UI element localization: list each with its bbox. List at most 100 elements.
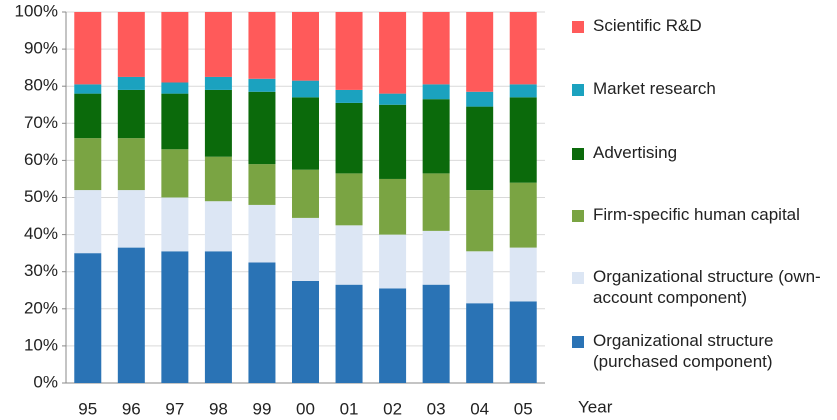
legend-label: Organizational structure (own-account co… (593, 267, 821, 307)
bar-segment (117, 12, 145, 77)
bar-segment (74, 93, 102, 139)
bar-segment (117, 190, 145, 248)
y-tick-label: 100% (15, 1, 58, 20)
y-tick-label: 60% (24, 150, 58, 169)
legend-label: Scientific R&D (593, 16, 702, 35)
bar-segment (466, 303, 494, 383)
x-tick-label: 05 (514, 399, 533, 418)
bar-segment (422, 99, 450, 174)
y-tick-label: 0% (33, 372, 58, 391)
legend-swatch (572, 272, 584, 284)
legend-swatch (572, 336, 584, 348)
bar-segment (74, 84, 102, 94)
y-tick-label: 30% (24, 261, 58, 280)
bar-segment (379, 178, 407, 235)
x-axis-label: Year (578, 397, 613, 416)
x-tick-label: 98 (209, 399, 228, 418)
bar-segment (509, 97, 537, 183)
x-tick-label: 04 (470, 399, 489, 418)
bar-segment (292, 217, 319, 281)
bar-segment (248, 262, 276, 383)
bar-segment (248, 91, 276, 165)
bar-segment (422, 284, 450, 383)
bar-segment (335, 89, 363, 103)
legend-item: Scientific R&D (572, 15, 837, 36)
bar-segment (161, 93, 189, 150)
legend-label: Organizational structure (purchased comp… (593, 331, 774, 371)
bar-segment (117, 138, 145, 191)
y-tick-label: 90% (24, 39, 58, 58)
bar-segment (74, 138, 102, 191)
x-tick-label: 95 (78, 399, 97, 418)
legend-swatch (572, 84, 584, 96)
legend-label: Advertising (593, 143, 678, 162)
bar-segment (335, 12, 363, 90)
bar-segment (204, 76, 232, 90)
bar-segment (292, 169, 319, 218)
bar-segment (466, 190, 494, 252)
bar-segment (161, 12, 189, 83)
bar-segment (379, 234, 407, 289)
y-tick-label: 20% (24, 298, 58, 317)
legend-swatch (572, 210, 584, 222)
bar-segment (204, 251, 232, 383)
bar-segment (335, 284, 363, 383)
legend-label: Market research (593, 79, 716, 98)
bar-segment (422, 12, 450, 85)
bar-segment (292, 280, 319, 383)
bar-segment (74, 12, 102, 85)
x-tick-label: 99 (252, 399, 271, 418)
bar-segment (379, 288, 407, 383)
bar-segment (335, 102, 363, 174)
legend-swatch (572, 148, 584, 160)
bar-segment (117, 247, 145, 383)
bar-segment (422, 230, 450, 285)
legend-item: Organizational structure (purchased comp… (572, 330, 837, 372)
bar-segment (74, 253, 102, 383)
bar-segment (161, 197, 189, 252)
legend-item: Organizational structure (own-account co… (572, 266, 837, 308)
bar-segment (466, 91, 494, 107)
bar-segment (335, 173, 363, 226)
bar-segment (161, 149, 189, 198)
bar-segment (248, 78, 276, 92)
bar-segment (422, 173, 450, 231)
bar-segment (466, 12, 494, 92)
legend-swatch (572, 21, 584, 33)
legend-item: Advertising (572, 142, 837, 163)
bar-segment (509, 12, 537, 85)
bar-segment (204, 12, 232, 77)
bar-segment (335, 225, 363, 285)
legend-label: Firm-specific human capital (593, 205, 800, 224)
bar-segment (248, 164, 276, 205)
bar-segment (161, 82, 189, 94)
x-tick-label: 96 (122, 399, 141, 418)
bar-segment (422, 84, 450, 100)
bar-segment (292, 97, 319, 170)
bar-segment (292, 80, 319, 98)
legend-item: Market research (572, 78, 837, 99)
x-tick-label: 02 (383, 399, 402, 418)
x-tick-label: 97 (165, 399, 184, 418)
bar-segment (292, 12, 319, 81)
y-tick-label: 10% (24, 335, 58, 354)
bar-segment (204, 89, 232, 157)
bar-segment (204, 156, 232, 202)
bar-segment (74, 190, 102, 254)
bar-segment (509, 301, 537, 383)
bar-segment (379, 93, 407, 105)
y-tick-label: 50% (24, 187, 58, 206)
bar-segment (379, 12, 407, 94)
x-tick-label: 03 (427, 399, 446, 418)
x-tick-label: 01 (340, 399, 359, 418)
bar-segment (379, 104, 407, 179)
bar-segment (117, 76, 145, 90)
bar-segment (248, 204, 276, 263)
bar-segment (248, 12, 276, 79)
bar-segment (117, 89, 145, 139)
bar-segment (509, 84, 537, 98)
bar-segment (509, 247, 537, 302)
bar-segment (466, 251, 494, 304)
